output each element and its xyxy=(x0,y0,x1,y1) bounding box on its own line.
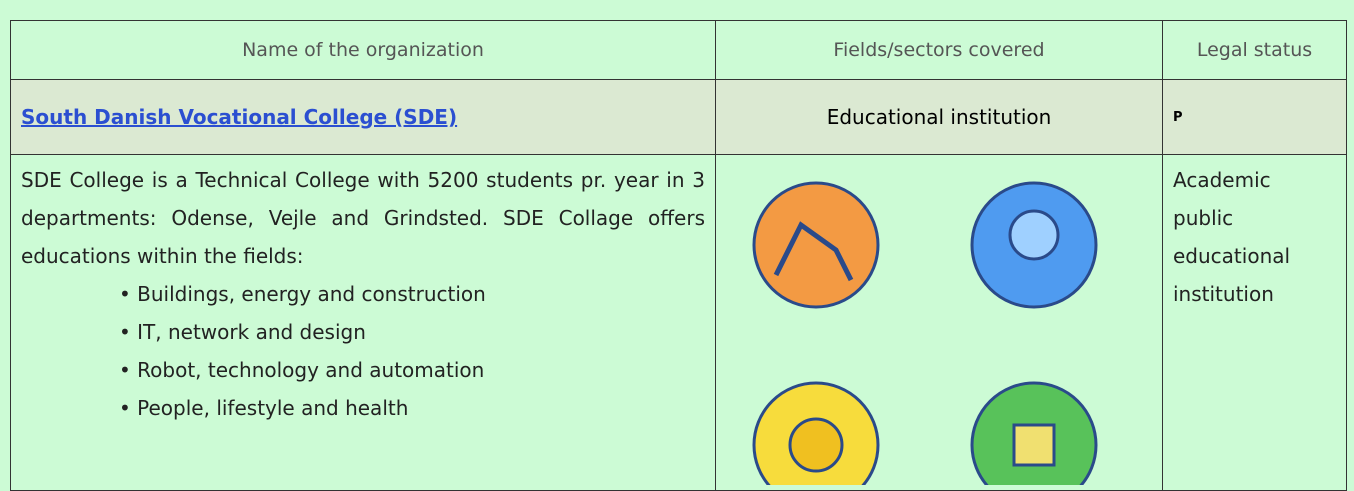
header-row: Name of the organization Fields/sectors … xyxy=(10,20,1347,80)
org-row: South Danish Vocational College (SDE) Ed… xyxy=(10,79,1347,155)
legal-line: institution xyxy=(1173,282,1274,306)
status-cell: P xyxy=(1162,79,1347,155)
header-cell: Fields/sectors covered xyxy=(715,20,1163,80)
org-table: Name of the organization Fields/sectors … xyxy=(10,20,1347,491)
description-text: SDE College is a Technical College with … xyxy=(21,168,705,268)
icons xyxy=(752,181,1098,491)
legal-cell: Academic public educational institution xyxy=(1162,154,1347,491)
legal-text: Academic public educational institution xyxy=(1173,155,1336,313)
org-name-cell: South Danish Vocational College (SDE) xyxy=(10,79,716,155)
icon-cell xyxy=(715,154,1163,491)
header-cell: Legal status xyxy=(1162,20,1347,80)
legal-line: public xyxy=(1173,206,1234,230)
field-item: People, lifestyle and health xyxy=(119,389,705,427)
description-cell: SDE College is a Technical College with … xyxy=(10,154,716,491)
field-list: Buildings, energy and constructionIT, ne… xyxy=(21,275,705,427)
header-cell: Name of the organization xyxy=(10,20,716,80)
field-item: Robot, technology and automation xyxy=(119,351,705,389)
legal-line: educational xyxy=(1173,244,1291,268)
field-cell: Educational institution xyxy=(715,79,1163,155)
icon-robot xyxy=(752,181,880,309)
page: Name of the organization Fields/sectors … xyxy=(0,0,1354,475)
description-row: SDE College is a Technical College with … xyxy=(10,154,1347,491)
legal-line: Academic xyxy=(1173,168,1271,192)
org-link[interactable]: South Danish Vocational College (SDE) xyxy=(21,105,458,129)
field-item: Buildings, energy and construction xyxy=(119,275,705,313)
field-item: IT, network and design xyxy=(119,313,705,351)
